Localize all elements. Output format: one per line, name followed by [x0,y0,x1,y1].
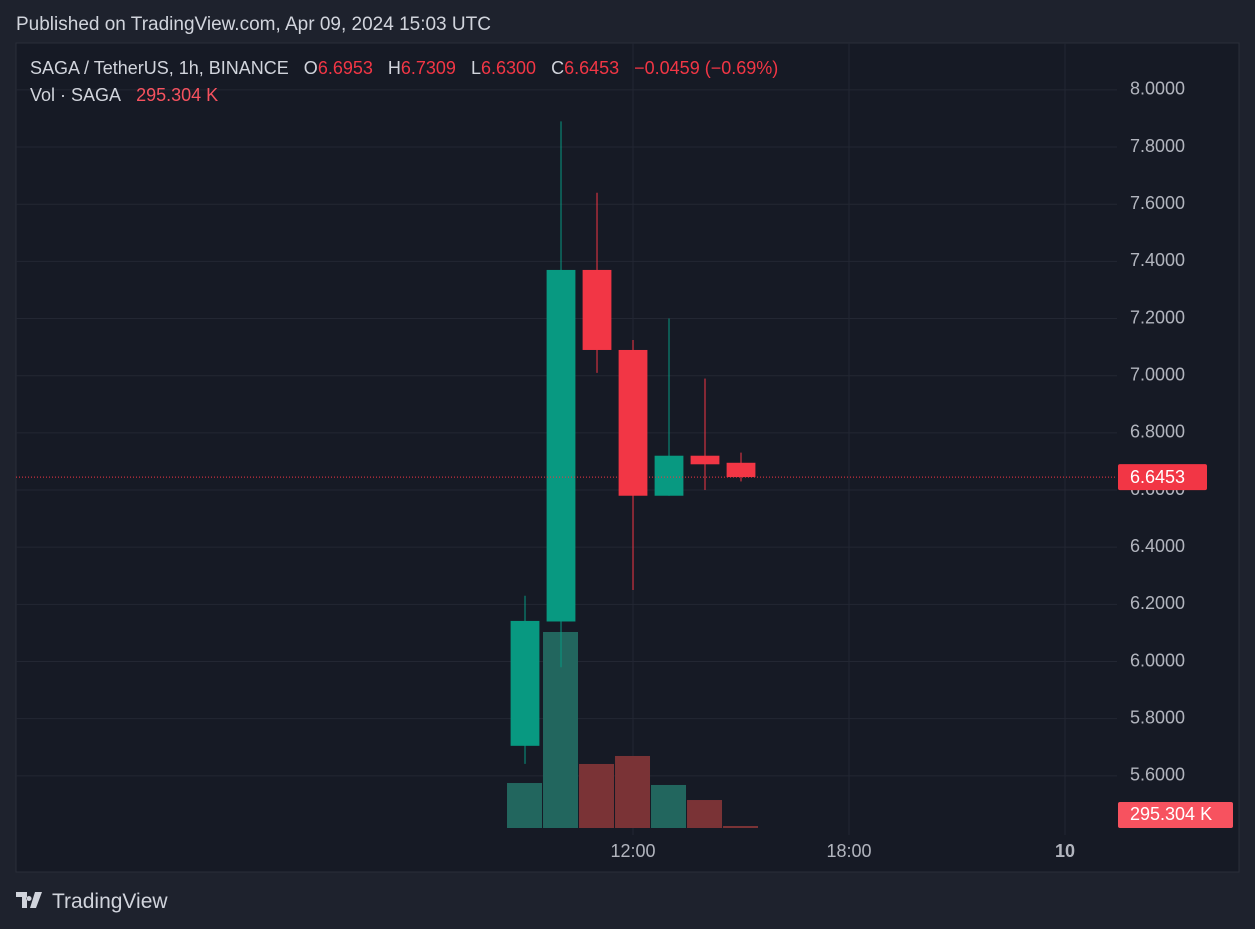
symbol: SAGA / TetherUS, 1h, BINANCE [30,58,289,78]
volume-bar [579,763,615,828]
candle-body [618,349,648,496]
y-tick-label: 6.8000 [1130,422,1185,442]
volume-bar [687,800,723,828]
y-tick-label: 6.0000 [1130,650,1185,670]
y-tick-label: 5.8000 [1130,707,1185,727]
y-tick-label: 7.0000 [1130,364,1185,384]
y-tick-label: 7.8000 [1130,136,1185,156]
volume-val: 295.304 K [136,85,219,105]
volume-badge [1118,802,1233,828]
y-tick-label: 7.2000 [1130,307,1185,327]
c-val: 6.6453 [564,58,620,78]
candle-body [726,462,756,478]
candle-body [690,455,720,465]
o-val: 6.6953 [317,58,373,78]
c-key: C [551,58,565,78]
h-val: 6.7309 [400,58,456,78]
legend: SAGA / TetherUS, 1h, BINANCE O6.6953 H6.… [30,58,778,79]
x-tick-label: 12:00 [610,841,655,861]
o-key: O [303,58,318,78]
y-tick-label: 6.4000 [1130,536,1185,556]
published: Published on TradingView.com, Apr 09, 20… [16,14,491,35]
change: −0.0459 (−0.69%) [634,58,779,78]
candle-body [654,455,684,496]
h-key: H [387,58,401,78]
volume-name: Vol · SAGA [30,85,122,105]
candle-body [546,269,576,622]
price-badge [1118,464,1207,491]
y-tick-label: 5.6000 [1130,765,1185,785]
y-tick-label: 8.0000 [1130,79,1185,99]
logo [16,892,42,908]
volume-bar [507,783,543,828]
volume-bar [723,825,759,828]
volume-bar [651,784,687,828]
brand: TradingView [52,890,168,913]
candle-body [582,269,612,350]
x-tick-label: 10 [1055,841,1075,861]
price-badge-label: 6.6453 [1130,467,1185,487]
l-val: 6.6300 [480,58,537,78]
candle-body [510,620,540,746]
y-tick-label: 7.6000 [1130,193,1185,213]
volume-bar [615,755,651,828]
volume-badge-label: 295.304 K [1130,804,1212,824]
y-tick-label: 6.2000 [1130,593,1185,613]
volume-legend: Vol · SAGA 295.304 K [30,85,218,106]
x-tick-label: 18:00 [826,841,871,861]
l-key: L [470,58,481,78]
y-tick-label: 7.4000 [1130,250,1185,270]
